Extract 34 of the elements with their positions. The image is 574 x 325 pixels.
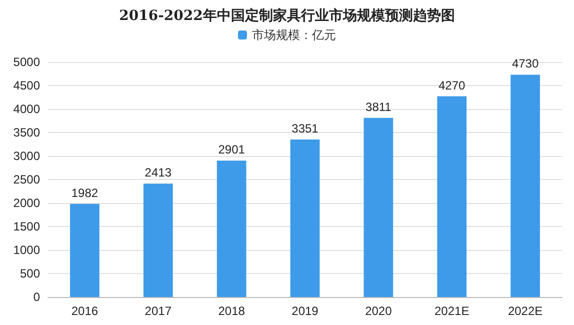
y-tick-label: 4000 [13,102,40,116]
bar [70,204,100,297]
y-tick-label: 1000 [13,243,40,257]
bar [143,184,173,297]
data-label: 4730 [512,56,539,71]
bar [364,118,394,297]
x-tick-label: 2019 [292,304,319,318]
y-tick-label: 0 [33,290,40,304]
x-tick-label: 2021E [434,304,470,318]
x-tick-label: 2022E [508,304,543,318]
y-tick-label: 4500 [13,78,40,92]
y-tick-label: 500 [20,266,40,280]
legend-label: 市场规模：亿元 [252,28,336,42]
y-tick-label: 2500 [13,172,40,186]
y-tick-label: 3500 [13,126,40,140]
x-tick-label: 2016 [71,304,98,318]
bar [290,140,320,297]
bar [437,96,467,297]
data-label: 2901 [218,142,246,157]
bar [510,74,540,297]
x-tick-label: 2018 [218,304,246,318]
bar [216,160,246,297]
x-tick-label: 2017 [144,304,172,318]
y-tick-label: 3000 [13,149,40,163]
y-tick-label: 5000 [13,55,40,69]
x-tick-label: 2020 [365,304,392,318]
data-label: 2413 [144,166,172,180]
chart-title: 2016-2022年中国定制家具行业市场规模预测趋势图 [119,7,455,24]
data-label: 3811 [366,100,392,114]
y-tick-label: 1500 [13,220,40,234]
data-label: 4270 [438,78,466,92]
data-label: 3351 [292,122,319,136]
data-label: 1982 [71,186,98,200]
y-tick-label: 2000 [13,196,40,210]
